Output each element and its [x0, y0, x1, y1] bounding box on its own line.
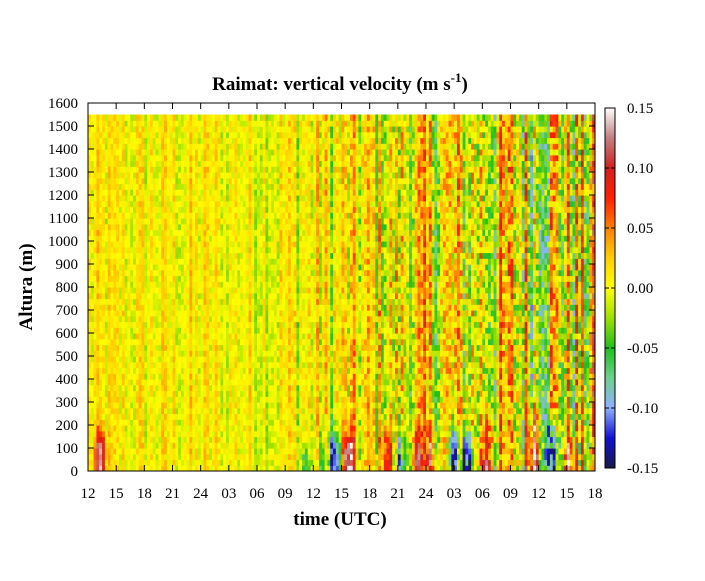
plot-area: [88, 115, 596, 472]
chart-title: Raimat: vertical velocity (m s-1): [212, 70, 468, 95]
heatmap-cells: [88, 115, 596, 472]
